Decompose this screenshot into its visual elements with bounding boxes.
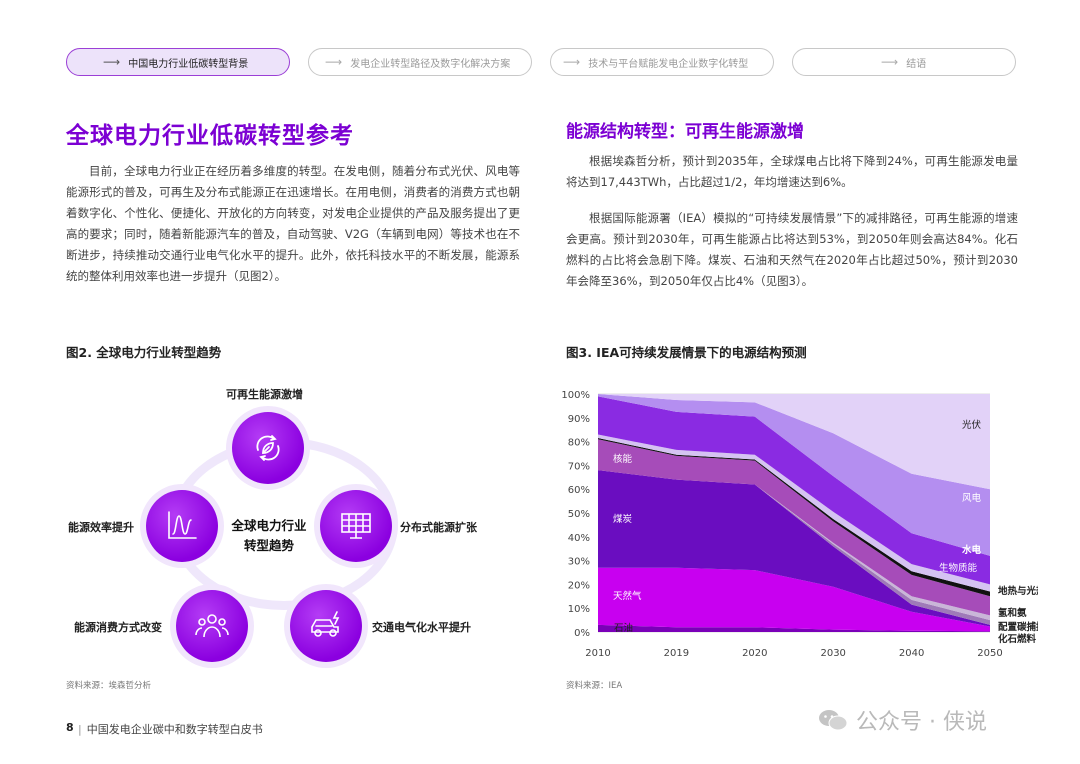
transport-electrification-node bbox=[290, 590, 362, 662]
tab-background[interactable]: ⟶ 中国电力行业低碳转型背景 bbox=[66, 48, 290, 76]
tab-technology-platform[interactable]: ⟶ 技术与平台赋能发电企业数字化转型 bbox=[550, 48, 774, 76]
tab-label: 发电企业转型路径及数字化解决方案 bbox=[350, 58, 511, 70]
area-生物质能 bbox=[598, 434, 990, 592]
label-oil: 石油 bbox=[614, 622, 633, 634]
label-ccs-line2: 化石燃料 bbox=[998, 633, 1037, 645]
y-tick-label: 70% bbox=[568, 461, 590, 472]
x-axis-ticks: 2010 2019 2020 2030 2040 2050 bbox=[585, 648, 1002, 659]
intro-paragraph: 目前，全球电力行业正在经历着多维度的转型。在发电侧，随着分布式光伏、风电等能源形… bbox=[66, 164, 520, 283]
node-label-distributed: 分布式能源扩张 bbox=[400, 521, 477, 534]
label-biomass: 生物质能 bbox=[939, 562, 978, 574]
page-title: 全球电力行业低碳转型参考 bbox=[66, 123, 354, 149]
y-tick-label: 10% bbox=[568, 604, 590, 615]
label-hydrogen: 氢和氨 bbox=[998, 607, 1027, 619]
arrow-right-icon: ⟶ bbox=[325, 55, 343, 69]
tab-label: 中国电力行业低碳转型背景 bbox=[128, 58, 249, 70]
series-labels: 石油 天然气 煤炭 核能 光伏风电水电生物质能地热与光热氢和氨配置碳捕捉的化石燃料 bbox=[613, 419, 1038, 645]
people-group-icon bbox=[195, 614, 229, 638]
label-gas: 天然气 bbox=[613, 590, 642, 602]
y-tick-label: 60% bbox=[568, 485, 590, 496]
section-heading: 能源结构转型：可再生能源激增 bbox=[566, 122, 804, 142]
page-number: 8 bbox=[66, 721, 74, 734]
node-label-consumption: 能源消费方式改变 bbox=[74, 621, 162, 634]
y-tick-label: 50% bbox=[568, 509, 590, 520]
x-tick-label: 2040 bbox=[899, 648, 924, 659]
arrow-right-icon: ⟶ bbox=[563, 55, 581, 69]
label-coal: 煤炭 bbox=[613, 513, 633, 525]
energy-paragraph-1: 根据埃森哲分析，预计到2035年，全球煤电占比将下降到24%，可再生能源发电量将… bbox=[566, 154, 1018, 189]
x-tick-label: 2019 bbox=[664, 648, 689, 659]
power-mix-chart: 0%10%20%30%40%50%60%70%80%90%100% 2010 20… bbox=[561, 390, 1038, 659]
consumption-change-node bbox=[176, 590, 248, 662]
footer-title: | 中国发电企业碳中和数字转型白皮书 bbox=[78, 723, 263, 736]
diagram-center-label: 全球电力行业 转型趋势 bbox=[231, 518, 307, 553]
efficiency-node bbox=[146, 490, 218, 562]
area-配置碳捕捉的化石燃料 bbox=[598, 470, 990, 625]
wechat-icon bbox=[819, 710, 848, 731]
solar-panel-icon bbox=[341, 513, 371, 539]
figure-3-source: 资料来源：IEA bbox=[566, 681, 623, 691]
y-tick-label: 100% bbox=[561, 390, 590, 401]
label-ccs-line1: 配置碳捕捉的 bbox=[998, 621, 1038, 633]
y-tick-label: 90% bbox=[568, 414, 590, 425]
x-tick-label: 2050 bbox=[977, 648, 1002, 659]
chart-areas bbox=[598, 394, 990, 632]
node-label-renewable: 可再生能源激增 bbox=[226, 388, 303, 401]
x-tick-label: 2020 bbox=[742, 648, 767, 659]
tab-label: 结语 bbox=[906, 58, 927, 70]
tab-conclusion[interactable]: ⟶ 结语 bbox=[792, 48, 1016, 76]
watermark: 公众号 · 侠说 bbox=[818, 704, 987, 736]
distributed-energy-node bbox=[320, 490, 392, 562]
watermark-text: 公众号 · 侠说 bbox=[856, 710, 987, 735]
x-tick-label: 2030 bbox=[820, 648, 845, 659]
y-tick-label: 0% bbox=[574, 628, 590, 639]
renewable-leaf-icon bbox=[256, 435, 280, 461]
figure-3-title: 图3. IEA可持续发展情景下的电源结构预测 bbox=[566, 345, 807, 360]
electric-car-icon bbox=[311, 611, 340, 637]
figure-2-source: 资料来源：埃森哲分析 bbox=[66, 681, 152, 691]
label-wind: 风电 bbox=[962, 492, 982, 504]
y-axis-ticks: 0% 10% 20% 30% 40% 50% 60% 70% 80% 90% 100% bbox=[561, 390, 590, 639]
y-tick-label: 40% bbox=[568, 533, 590, 544]
y-tick-label: 80% bbox=[568, 438, 590, 449]
area-石油 bbox=[598, 624, 990, 632]
label-hydro: 水电 bbox=[962, 544, 982, 556]
area-水电 bbox=[598, 396, 990, 585]
x-tick-label: 2010 bbox=[585, 648, 610, 659]
area-光伏 bbox=[598, 394, 990, 490]
area-核能 bbox=[598, 439, 990, 616]
tab-transformation-path[interactable]: ⟶ 发电企业转型路径及数字化解决方案 bbox=[308, 48, 532, 76]
node-label-transport: 交通电气化水平提升 bbox=[372, 621, 471, 634]
arrow-right-icon: ⟶ bbox=[881, 55, 899, 69]
node-label-efficiency: 能源效率提升 bbox=[68, 521, 134, 534]
label-geothermal: 地热与光热 bbox=[998, 585, 1038, 597]
label-solar: 光伏 bbox=[962, 419, 982, 431]
y-tick-label: 20% bbox=[568, 580, 590, 591]
area-风电 bbox=[598, 394, 990, 556]
area-天然气 bbox=[598, 567, 990, 632]
renewable-node bbox=[232, 412, 304, 484]
tab-label: 技术与平台赋能发电企业数字化转型 bbox=[588, 58, 749, 70]
figure-2-title: 图2. 全球电力行业转型趋势 bbox=[66, 345, 222, 360]
area-煤炭 bbox=[598, 470, 990, 627]
arrow-right-icon: ⟶ bbox=[103, 55, 121, 69]
energy-paragraph-2: 根据国际能源署（IEA）模拟的“可持续发展情景”下的减排路径，可再生能源的增速会… bbox=[566, 211, 1018, 288]
efficiency-chart-icon bbox=[168, 511, 197, 539]
label-nuclear: 核能 bbox=[613, 453, 633, 465]
y-tick-label: 30% bbox=[568, 557, 590, 568]
